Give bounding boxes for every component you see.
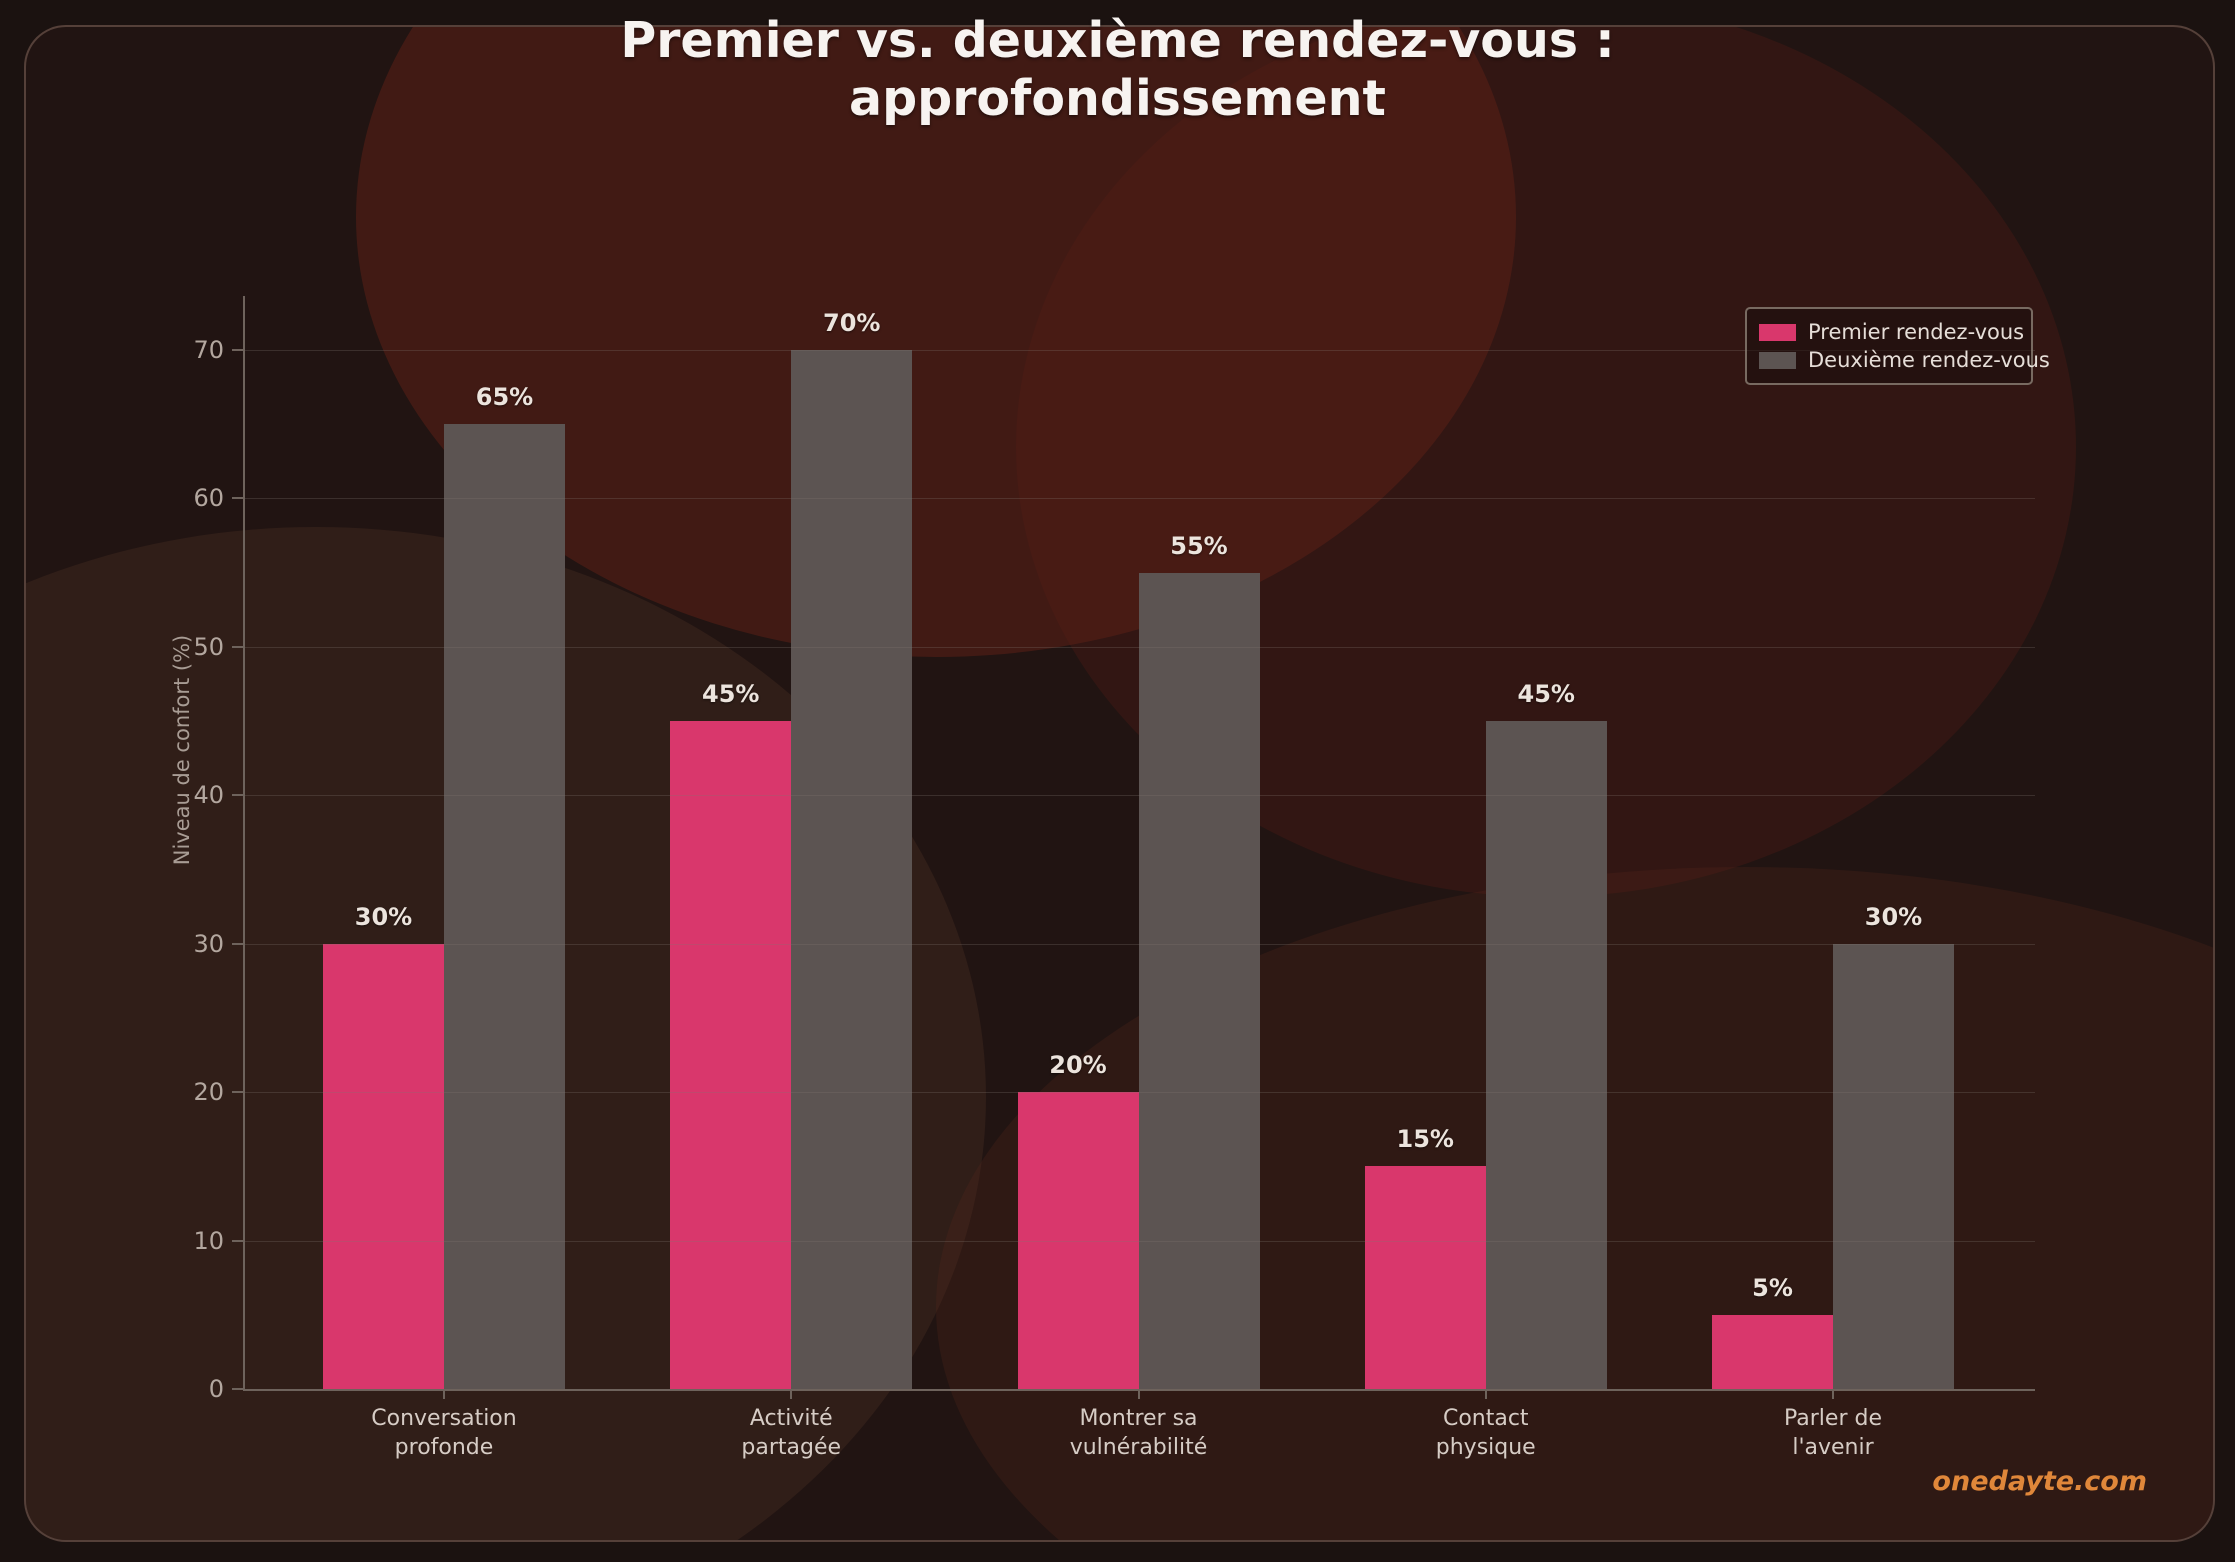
value-label: 70%	[823, 308, 881, 337]
y-tick-label: 50	[193, 632, 224, 661]
value-label: 45%	[1517, 680, 1575, 709]
x-tick	[1137, 1389, 1140, 1399]
chart-title: Premier vs. deuxième rendez-vous : appro…	[620, 12, 1615, 127]
bar-deuxieme	[791, 349, 913, 1389]
gridline	[243, 646, 2035, 648]
value-label: 30%	[1864, 902, 1923, 931]
y-tick	[232, 1091, 243, 1094]
value-label: 20%	[1049, 1051, 1107, 1080]
y-tick-label: 60	[193, 484, 224, 513]
x-tick	[1832, 1389, 1834, 1399]
category-label: Activité partagée	[741, 1406, 842, 1460]
bar-premier	[1364, 1166, 1486, 1389]
y-axis-label: Niveau de confort (%)	[170, 634, 194, 866]
bar-deuxieme	[1485, 721, 1607, 1389]
legend-row: Premier rendez-vous	[1759, 318, 2024, 346]
y-tick	[232, 497, 243, 500]
y-tick	[232, 794, 243, 797]
bar-premier	[323, 943, 444, 1389]
x-tick	[1484, 1389, 1487, 1399]
y-tick	[232, 1388, 243, 1390]
y-tick-label: 70	[193, 335, 224, 364]
legend-label: Premier rendez-vous	[1808, 320, 2025, 344]
watermark: onedayte.com	[1932, 1466, 2147, 1497]
bar-deuxieme	[1138, 572, 1260, 1389]
legend-swatch	[1759, 351, 1796, 369]
gridline	[243, 943, 2035, 945]
bar-premier	[670, 721, 792, 1389]
x-tick	[790, 1389, 793, 1399]
y-axis-line	[243, 296, 245, 1391]
x-tick	[443, 1389, 445, 1399]
value-label: 55%	[1170, 531, 1228, 560]
category-label: Contact physique	[1435, 1406, 1536, 1460]
value-label: 45%	[702, 680, 760, 709]
value-label: 30%	[354, 902, 413, 931]
bar-deuxieme	[444, 424, 565, 1389]
y-tick-label: 0	[208, 1375, 224, 1403]
y-tick-label: 30	[193, 929, 224, 958]
legend: Premier rendez-vous Deuxième rendez-vous	[1745, 307, 2050, 385]
y-tick-label: 20	[193, 1078, 224, 1107]
y-tick	[232, 645, 243, 648]
gridline	[243, 349, 2035, 351]
legend-label: Deuxième rendez-vous	[1808, 348, 2050, 372]
category-label: Parler de l'avenir	[1784, 1406, 1882, 1460]
bar-premier	[1712, 1314, 1833, 1389]
y-tick-label: 40	[193, 781, 224, 810]
legend-swatch	[1759, 323, 1796, 341]
y-tick	[232, 1239, 243, 1242]
x-axis-line	[243, 1389, 2035, 1391]
gridline	[243, 795, 2035, 797]
gridline	[243, 1240, 2035, 1242]
bar-deuxieme	[1833, 943, 1954, 1389]
category-label: Conversation profonde	[371, 1406, 517, 1460]
gridline	[243, 1092, 2035, 1094]
y-tick-label: 10	[193, 1226, 224, 1255]
y-tick	[232, 942, 243, 945]
y-tick	[232, 348, 243, 351]
value-label: 65%	[475, 383, 534, 412]
value-label: 15%	[1396, 1125, 1454, 1154]
value-label: 5%	[1752, 1273, 1793, 1302]
category-label: Montrer sa vulnérabilité	[1069, 1406, 1208, 1460]
bar-premier	[1017, 1092, 1139, 1389]
legend-row: Deuxième rendez-vous	[1759, 346, 2050, 374]
gridline	[243, 498, 2035, 500]
